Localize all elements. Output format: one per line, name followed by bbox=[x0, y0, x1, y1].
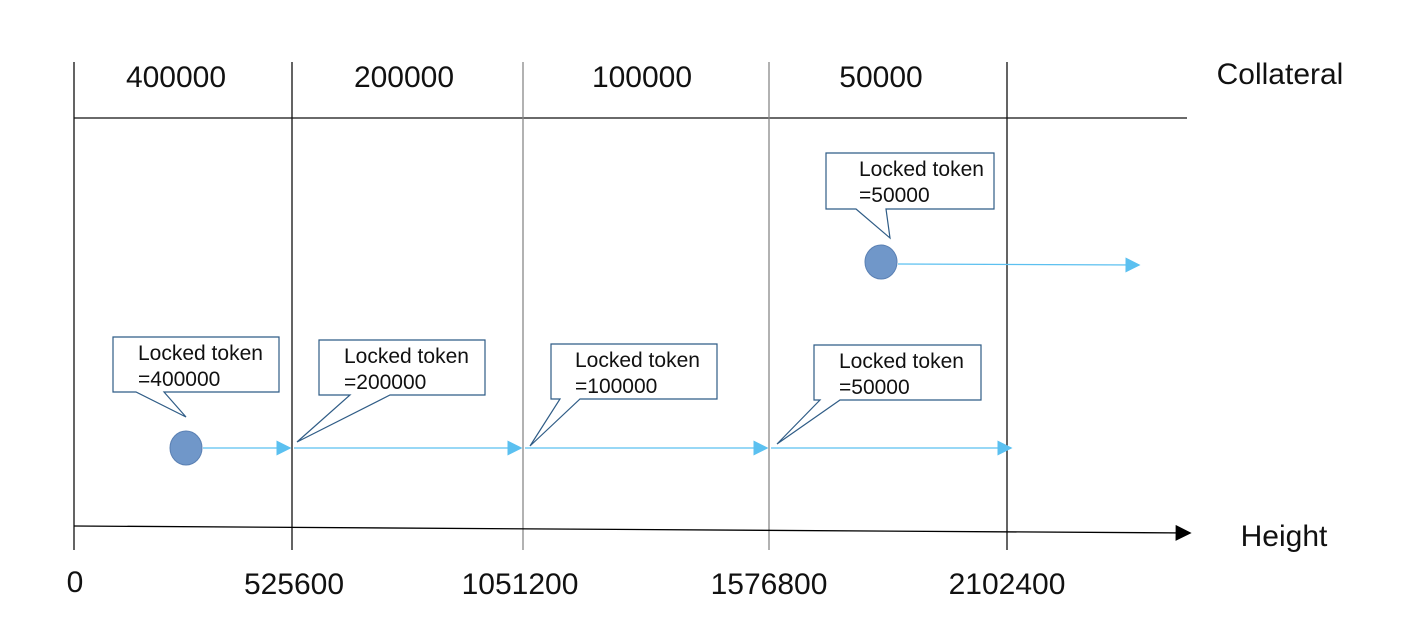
callout-2-line1: Locked token bbox=[344, 345, 469, 368]
tick-label-4: 2102400 bbox=[949, 568, 1066, 601]
callout-1-line1: Locked token bbox=[138, 342, 263, 365]
callout-1-line2: =400000 bbox=[138, 368, 220, 391]
height-axis-label: Height bbox=[1241, 520, 1328, 553]
lock-arrow-5 bbox=[897, 257, 1141, 273]
callout-5: Locked token =50000 bbox=[825, 152, 995, 240]
callout-5-line2: =50000 bbox=[859, 184, 930, 207]
callout-4: Locked token =50000 bbox=[776, 344, 982, 445]
height-axis bbox=[73, 524, 1192, 541]
collateral-label: Collateral bbox=[1217, 58, 1344, 91]
period-collateral-1: 400000 bbox=[126, 61, 226, 94]
period-collateral-4: 50000 bbox=[839, 61, 922, 94]
callout-3-line2: =100000 bbox=[575, 375, 657, 398]
callout-2-line2: =200000 bbox=[344, 371, 426, 394]
tick-label-2: 1051200 bbox=[462, 568, 579, 601]
callout-2: Locked token =200000 bbox=[296, 339, 486, 443]
tick-label-1: 525600 bbox=[244, 568, 344, 601]
lock-start-dot bbox=[169, 430, 203, 466]
callout-5-line1: Locked token bbox=[859, 158, 984, 181]
callout-3: Locked token =100000 bbox=[529, 343, 718, 447]
callout-4-line1: Locked token bbox=[839, 350, 964, 373]
period-collateral-2: 200000 bbox=[354, 61, 454, 94]
callout-1: Locked token =400000 bbox=[112, 336, 280, 418]
callout-4-line2: =50000 bbox=[839, 376, 910, 399]
tick-label-0: 0 bbox=[67, 566, 84, 599]
callout-3-line1: Locked token bbox=[575, 349, 700, 372]
tick-label-3: 1576800 bbox=[711, 568, 828, 601]
lock-start-dot-upper bbox=[864, 244, 898, 280]
period-collateral-3: 100000 bbox=[592, 61, 692, 94]
